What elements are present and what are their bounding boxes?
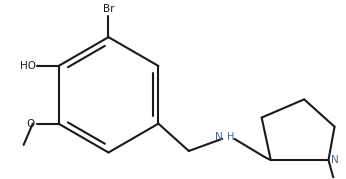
Text: Br: Br: [103, 4, 114, 14]
Text: N: N: [331, 155, 338, 165]
Text: HO: HO: [20, 61, 36, 71]
Text: N: N: [215, 132, 223, 142]
Text: H: H: [227, 132, 234, 142]
Text: O: O: [27, 119, 35, 129]
